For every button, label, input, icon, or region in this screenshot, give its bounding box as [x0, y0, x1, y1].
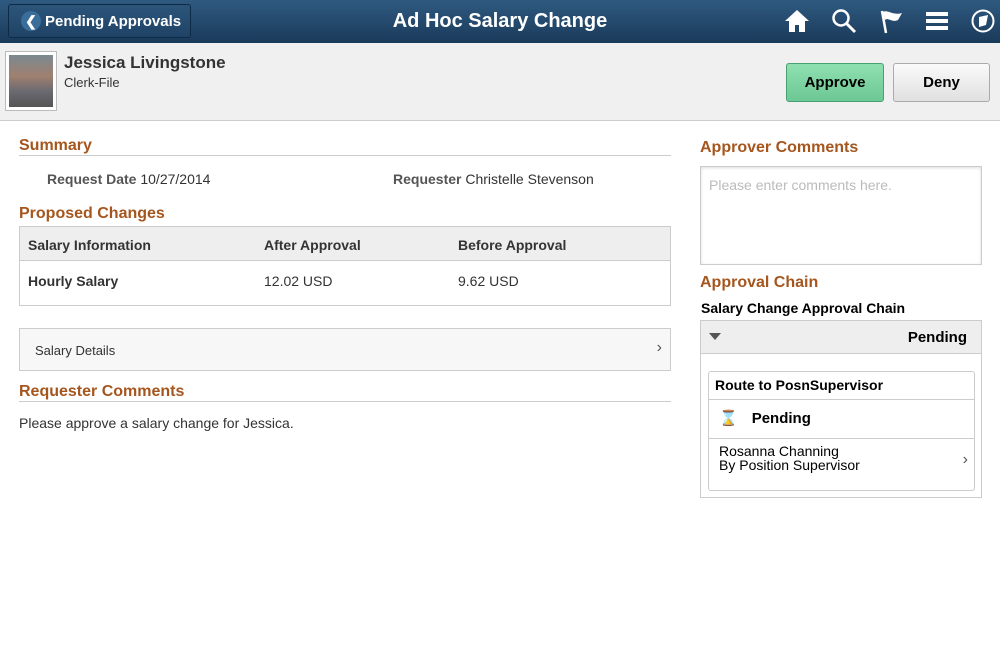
- divider: [19, 401, 671, 402]
- approver-comments-heading: Approver Comments: [700, 139, 859, 156]
- step-title: Route to PosnSupervisor: [709, 372, 974, 400]
- salary-details-label: Salary Details: [35, 343, 116, 358]
- summary-heading: Summary: [19, 137, 92, 154]
- approver-name: Rosanna Channing: [719, 443, 839, 459]
- deny-button[interactable]: Deny: [893, 63, 990, 102]
- employee-header: Jessica Livingstone Clerk-File Approve D…: [0, 43, 1000, 121]
- chevron-right-icon: ›: [962, 451, 968, 468]
- proposed-changes-heading: Proposed Changes: [19, 205, 165, 222]
- banner: ❮ Pending Approvals Ad Hoc Salary Change: [0, 0, 1000, 43]
- chevron-left-icon: ❮: [21, 11, 41, 31]
- menu-icon[interactable]: [922, 6, 952, 36]
- back-label: Pending Approvals: [45, 12, 182, 30]
- table-cell: 12.02 USD: [264, 273, 333, 289]
- employee-photo: [5, 51, 57, 111]
- chain-status: Pending: [907, 329, 967, 346]
- home-icon[interactable]: [782, 6, 812, 36]
- employee-name: Jessica Livingstone: [64, 53, 226, 72]
- salary-details-link[interactable]: Salary Details ›: [19, 328, 671, 371]
- approver-role: By Position Supervisor: [719, 457, 860, 473]
- requester-comments-text: Please approve a salary change for Jessi…: [19, 415, 294, 431]
- divider: [19, 155, 671, 156]
- table-cell: 9.62 USD: [458, 273, 519, 289]
- column-header: After Approval: [264, 237, 361, 253]
- approval-chain-heading: Approval Chain: [700, 274, 819, 291]
- navbar-icon[interactable]: [968, 6, 998, 36]
- requester-comments-heading: Requester Comments: [19, 383, 185, 400]
- collapse-triangle-icon: [709, 333, 721, 340]
- request-date-value: 10/27/2014: [140, 171, 211, 187]
- approver-row[interactable]: Rosanna Channing By Position Supervisor …: [709, 439, 974, 477]
- approval-chain-toggle[interactable]: Pending: [701, 321, 981, 354]
- column-header: Salary Information: [28, 237, 151, 253]
- employee-job: Clerk-File: [64, 75, 120, 90]
- table-header: Salary Information After Approval Before…: [20, 227, 670, 261]
- chevron-right-icon: ›: [656, 339, 662, 356]
- approval-chain-panel: Pending Route to PosnSupervisor ⌛ Pending…: [700, 320, 982, 498]
- flag-icon[interactable]: [876, 6, 906, 36]
- step-status: ⌛ Pending: [709, 400, 974, 439]
- request-date-label: Request Date: [47, 171, 137, 187]
- approval-chain-name: Salary Change Approval Chain: [701, 300, 906, 316]
- approval-step-card: Route to PosnSupervisor ⌛ Pending Rosanna…: [708, 371, 975, 491]
- proposed-changes-table: Salary Information After Approval Before…: [19, 226, 671, 306]
- hourglass-icon: ⌛: [719, 410, 738, 427]
- requester-label: Requester: [393, 171, 462, 187]
- pending-approvals-back-button[interactable]: ❮ Pending Approvals: [8, 4, 191, 38]
- search-icon[interactable]: [829, 6, 859, 36]
- requester-value: Christelle Stevenson: [465, 171, 594, 187]
- approver-comments-input[interactable]: [700, 166, 982, 265]
- request-date: Request Date 10/27/2014: [47, 171, 210, 187]
- approve-button[interactable]: Approve: [786, 63, 884, 102]
- table-row: Hourly Salary 12.02 USD 9.62 USD: [20, 261, 670, 305]
- table-cell: Hourly Salary: [28, 273, 119, 289]
- step-status-label: Pending: [751, 410, 811, 427]
- column-header: Before Approval: [458, 237, 567, 253]
- requester: Requester Christelle Stevenson: [393, 171, 594, 187]
